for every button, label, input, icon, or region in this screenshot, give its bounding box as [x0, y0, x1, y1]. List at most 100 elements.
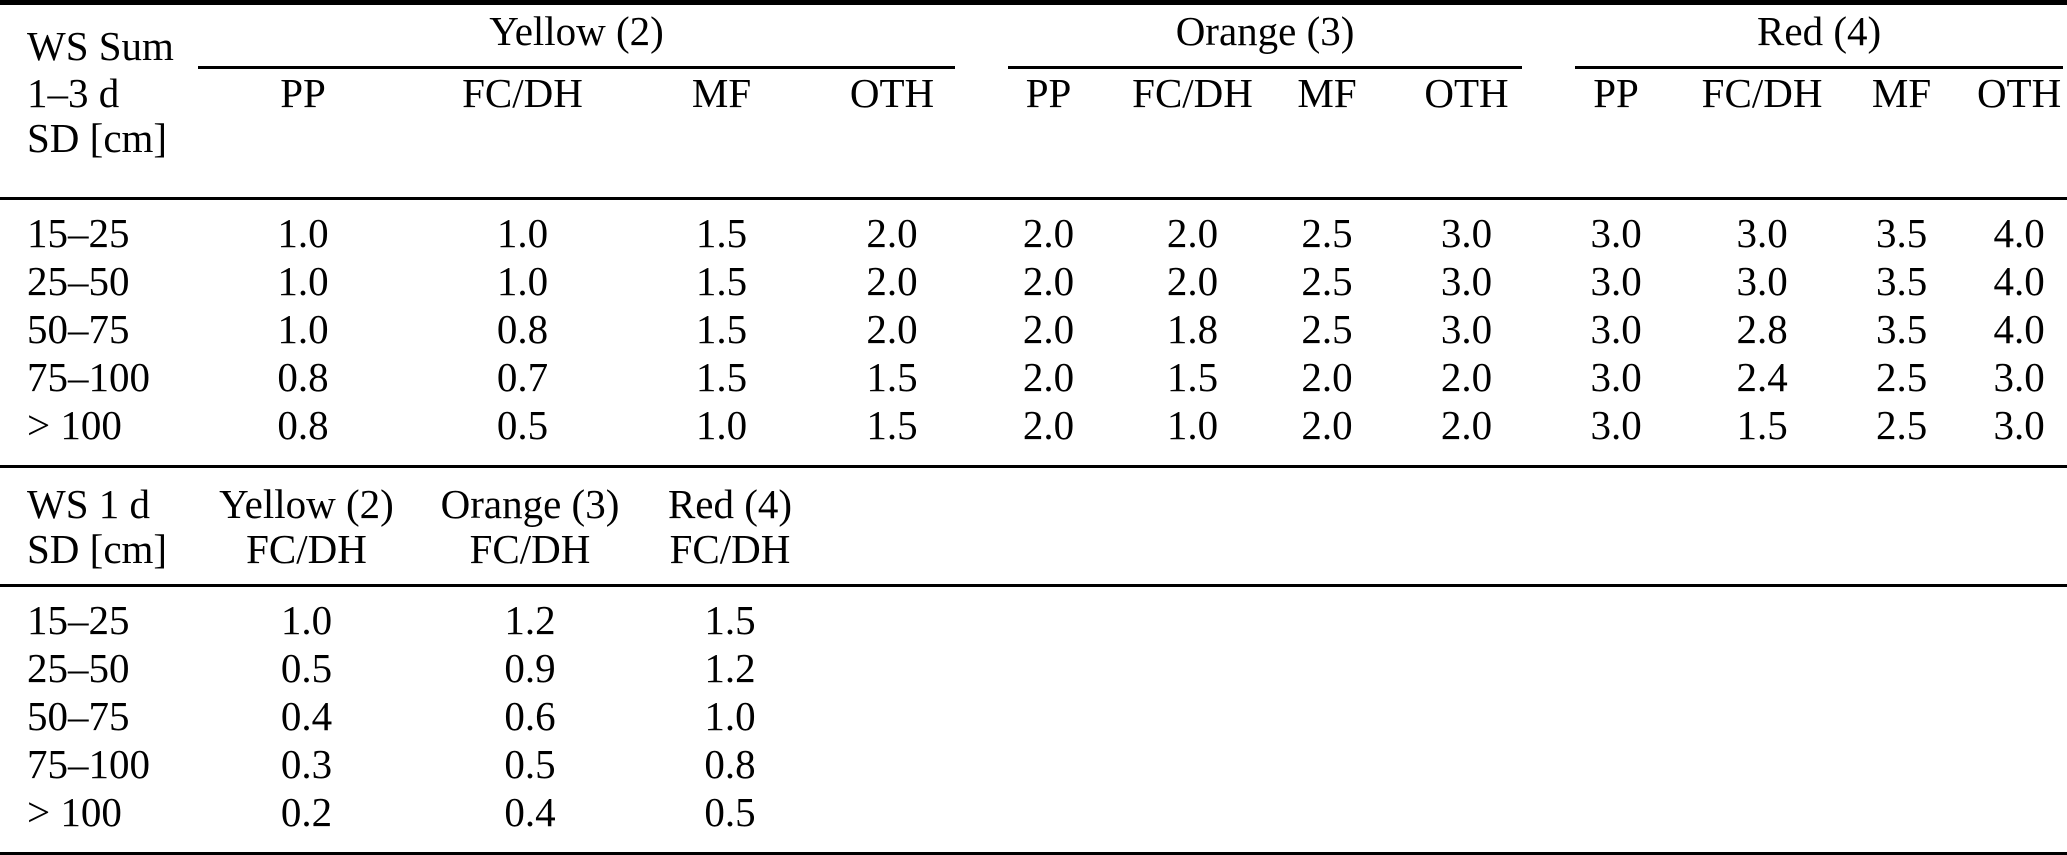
spacer: [820, 468, 2067, 586]
cell-value: 0.4: [280, 693, 333, 739]
cell-value: 2.0: [1301, 402, 1353, 448]
table-row: 25–50 1.0 1.0 1.5 2.0 2.0 2.0 2.5 3.0 3.…: [0, 257, 2067, 305]
cell-value: 2.0: [1022, 210, 1075, 256]
corner-sd-label: SD [cm]: [27, 115, 168, 161]
cell-value: 3.0: [1590, 306, 1642, 352]
column-header: PP: [1593, 70, 1639, 116]
table-row: 15–25 1.0 1.2 1.5: [0, 586, 2067, 645]
table-row: 75–100 0.8 0.7 1.5 1.5 2.0 1.5 2.0 2.0 3…: [0, 353, 2067, 401]
cell-value: 3.0: [1590, 210, 1642, 256]
column-header-yellow: Yellow (2) FC/DH: [193, 468, 420, 586]
cell-value: 0.7: [496, 354, 549, 400]
row-label: 75–100: [27, 354, 150, 400]
spacer: [820, 586, 2067, 645]
cell-value: 3.0: [1590, 258, 1642, 304]
cell-value: 1.5: [704, 597, 756, 643]
cell-value: 0.4: [504, 789, 556, 835]
corner-label: WS Sum: [27, 23, 174, 69]
column-header-red: Red (4) FC/DH: [640, 468, 820, 586]
corner-range-label: 1–3 d: [27, 70, 120, 116]
column-header: FC/DH: [462, 70, 583, 116]
cell-value: 3.0: [1590, 354, 1642, 400]
column-header: PP: [1025, 70, 1072, 116]
cell-value: 2.5: [1875, 354, 1928, 400]
cell-value: 2.0: [1301, 354, 1353, 400]
spacer: [820, 692, 2067, 740]
group-header-orange: Orange (3): [973, 3, 1540, 69]
cell-value: 2.0: [1022, 306, 1075, 352]
cell-value: 1.0: [496, 210, 549, 256]
table-row: 50–75 1.0 0.8 1.5 2.0 2.0 1.8 2.5 3.0 3.…: [0, 305, 2067, 353]
cell-value: 2.0: [1022, 258, 1075, 304]
group-rule-yellow: Yellow (2): [198, 7, 956, 69]
cell-value: 2.0: [1166, 210, 1219, 256]
cell-value: 2.0: [866, 210, 918, 256]
cell-value: 1.5: [695, 258, 748, 304]
cell-value: 0.6: [504, 693, 556, 739]
column-header-row-2: WS 1 d SD [cm] Yellow (2) FC/DH Orange (…: [0, 468, 2067, 586]
cell-value: 0.2: [280, 789, 333, 835]
cell-value: 1.0: [1166, 402, 1219, 448]
cell-value: 3.0: [1440, 258, 1493, 304]
column-header: MF: [691, 70, 752, 116]
cell-value: 2.4: [1736, 354, 1788, 400]
column-header-row: 1–3 d SD [cm] PP FC/DH MF OTH PP FC/DH M…: [0, 69, 2067, 199]
cell-value: 2.0: [866, 306, 918, 352]
cell-value: 0.5: [280, 645, 333, 691]
cell-value: 1.5: [695, 210, 748, 256]
table-row: 50–75 0.4 0.6 1.0: [0, 692, 2067, 740]
group-label-orange: Orange (3): [1175, 8, 1355, 54]
cell-value: 3.5: [1875, 306, 1928, 352]
cell-value: 4.0: [1993, 306, 2045, 352]
column-header: FC/DH: [1701, 70, 1823, 116]
cell-value: 3.5: [1875, 258, 1928, 304]
row-label: 15–25: [27, 210, 130, 256]
spacer: [820, 740, 2067, 788]
cell-value: 2.8: [1736, 306, 1788, 352]
cell-value: 1.0: [695, 402, 748, 448]
cell-value: 1.0: [277, 258, 329, 304]
cell-value: 1.0: [277, 210, 329, 256]
cell-value: 1.0: [704, 693, 756, 739]
cell-value: 0.3: [280, 741, 333, 787]
corner-sd-label: SD [cm]: [27, 526, 168, 572]
group-header-red: Red (4): [1540, 3, 2067, 69]
corner-ws-sum: WS Sum: [0, 3, 193, 70]
column-header: PP: [280, 70, 326, 116]
cell-value: 3.5: [1875, 210, 1928, 256]
cell-value: 3.0: [1736, 210, 1788, 256]
cell-value: 2.0: [1440, 402, 1493, 448]
group-header-yellow: Yellow (2): [193, 3, 973, 69]
cell-value: 4.0: [1993, 210, 2045, 256]
column-header: FC/DH: [1132, 70, 1253, 116]
row-label: > 100: [27, 789, 122, 835]
cell-value: 1.8: [1166, 306, 1219, 352]
column-header: OTH: [1424, 70, 1509, 116]
table-row: 25–50 0.5 0.9 1.2: [0, 644, 2067, 692]
table-row: > 100 0.8 0.5 1.0 1.5 2.0 1.0 2.0 2.0 3.…: [0, 401, 2067, 467]
cell-value: 2.5: [1301, 306, 1353, 352]
cell-value: 1.5: [1736, 402, 1788, 448]
row-label: 75–100: [27, 741, 150, 787]
cell-value: 0.8: [277, 402, 329, 448]
cell-value: 3.0: [1736, 258, 1788, 304]
column-header: MF: [1871, 70, 1932, 116]
cell-value: 0.9: [504, 645, 556, 691]
corner-sd: 1–3 d SD [cm]: [0, 69, 193, 199]
column-header: OTH: [1976, 70, 2062, 116]
cell-value: 1.0: [496, 258, 549, 304]
cell-value: 2.5: [1301, 210, 1353, 256]
cell-value: 3.0: [1993, 354, 2045, 400]
spacer: [820, 788, 2067, 855]
cell-value: 0.5: [496, 402, 549, 448]
cell-value: 3.0: [1440, 210, 1493, 256]
row-label: 50–75: [27, 306, 130, 352]
group-label-yellow: Yellow (2): [219, 481, 394, 527]
cell-value: 1.2: [504, 597, 556, 643]
cell-value: 0.8: [704, 741, 756, 787]
group-label-orange: Orange (3): [440, 481, 620, 527]
column-header: MF: [1297, 70, 1357, 116]
cell-value: 2.0: [1022, 402, 1075, 448]
cell-value: 1.5: [866, 354, 918, 400]
